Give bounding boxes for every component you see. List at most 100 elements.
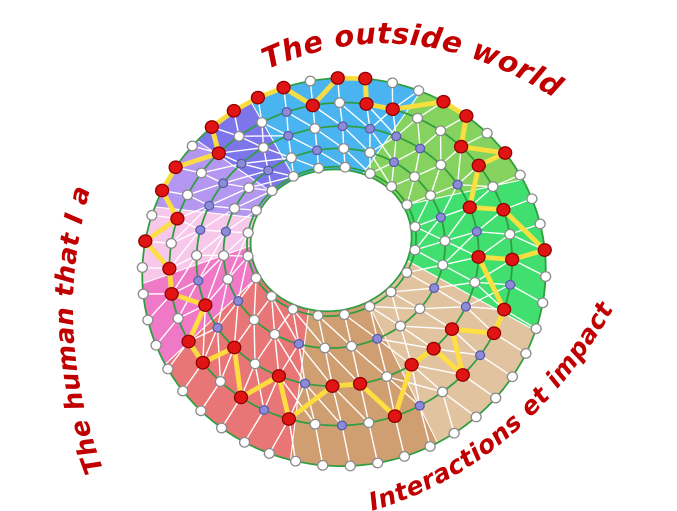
node-white <box>526 193 538 205</box>
node-white <box>249 358 261 370</box>
node-red <box>352 376 368 391</box>
node-white <box>317 459 329 471</box>
mesh-line <box>411 364 463 376</box>
node-red <box>330 71 345 85</box>
mesh-line <box>406 264 443 274</box>
node-purple <box>311 145 323 156</box>
mesh-line <box>343 148 371 174</box>
mesh-line <box>254 334 276 365</box>
node-red <box>486 326 502 341</box>
mesh-line <box>418 405 431 447</box>
mesh-line <box>222 169 269 184</box>
node-white <box>250 204 262 216</box>
node-purple <box>258 405 270 415</box>
mesh-line <box>376 338 413 366</box>
node-purple <box>364 123 376 134</box>
mesh-line <box>155 317 179 346</box>
mesh-line <box>287 135 318 151</box>
mesh-line <box>201 163 242 174</box>
mesh-line <box>376 338 388 377</box>
node-white <box>514 169 526 181</box>
node-white <box>186 140 198 152</box>
node-white <box>285 152 298 164</box>
node-white <box>338 309 351 321</box>
node-red <box>497 302 512 317</box>
mesh-line <box>216 300 239 329</box>
node-red <box>164 287 179 301</box>
node-red <box>453 139 469 154</box>
node-white <box>150 339 162 351</box>
node-purple <box>236 158 247 169</box>
mesh-line <box>292 309 300 345</box>
node-red <box>198 298 213 312</box>
node-white <box>215 422 228 434</box>
node-white <box>136 262 148 273</box>
node-purple <box>460 301 472 312</box>
mesh-line <box>298 343 334 387</box>
node-white <box>238 436 251 448</box>
node-white <box>424 440 436 452</box>
node-white <box>448 427 460 439</box>
mesh-line <box>441 391 455 434</box>
node-white <box>142 314 154 326</box>
node-purple <box>212 322 223 333</box>
mesh-line <box>439 130 442 165</box>
mesh-line <box>218 146 264 154</box>
mesh-line <box>368 306 378 339</box>
node-purple <box>218 178 229 189</box>
node-white <box>172 312 184 324</box>
node-purple <box>299 378 311 389</box>
node-white <box>309 123 321 134</box>
node-red <box>436 94 451 109</box>
mesh-line <box>248 175 294 189</box>
mesh-line <box>288 418 297 462</box>
node-red <box>404 357 419 372</box>
node-white <box>333 97 346 109</box>
mesh-line <box>314 127 345 150</box>
mesh-line <box>342 125 371 154</box>
mesh-line <box>168 229 201 270</box>
node-red <box>211 146 226 161</box>
node-white <box>408 171 421 183</box>
node-white <box>540 271 552 282</box>
mesh-line <box>274 334 280 377</box>
node-red <box>138 234 153 249</box>
node-red <box>496 202 511 217</box>
node-red <box>385 102 400 117</box>
mesh-line <box>365 103 397 137</box>
node-white <box>401 199 413 211</box>
mesh-line <box>187 182 224 196</box>
mesh-line <box>317 315 326 349</box>
node-white <box>250 272 262 284</box>
node-white <box>490 392 502 404</box>
node-red <box>195 355 210 370</box>
node-white <box>319 342 331 354</box>
node-white <box>385 286 397 298</box>
mesh-line <box>419 306 466 310</box>
node-white <box>242 227 254 239</box>
node-red <box>181 334 196 349</box>
mesh-line <box>434 281 475 289</box>
node-red <box>455 368 470 382</box>
node-red <box>168 160 183 175</box>
node-white <box>256 116 268 128</box>
node-white <box>257 142 270 154</box>
node-red <box>471 250 486 264</box>
node-purple <box>505 279 516 290</box>
node-white <box>436 386 449 398</box>
node-white <box>265 290 278 302</box>
wheel <box>136 71 552 472</box>
node-white <box>520 348 532 359</box>
node-white <box>309 418 321 430</box>
node-white <box>435 159 447 171</box>
node-white <box>364 147 376 159</box>
mesh-line <box>270 296 276 335</box>
node-white <box>339 161 351 173</box>
mesh-line <box>339 102 371 130</box>
mesh-line <box>331 385 370 424</box>
node-white <box>398 450 411 462</box>
node-white <box>233 130 245 142</box>
mesh-line <box>369 152 393 187</box>
node-white <box>470 411 482 423</box>
mesh-line <box>225 209 257 233</box>
